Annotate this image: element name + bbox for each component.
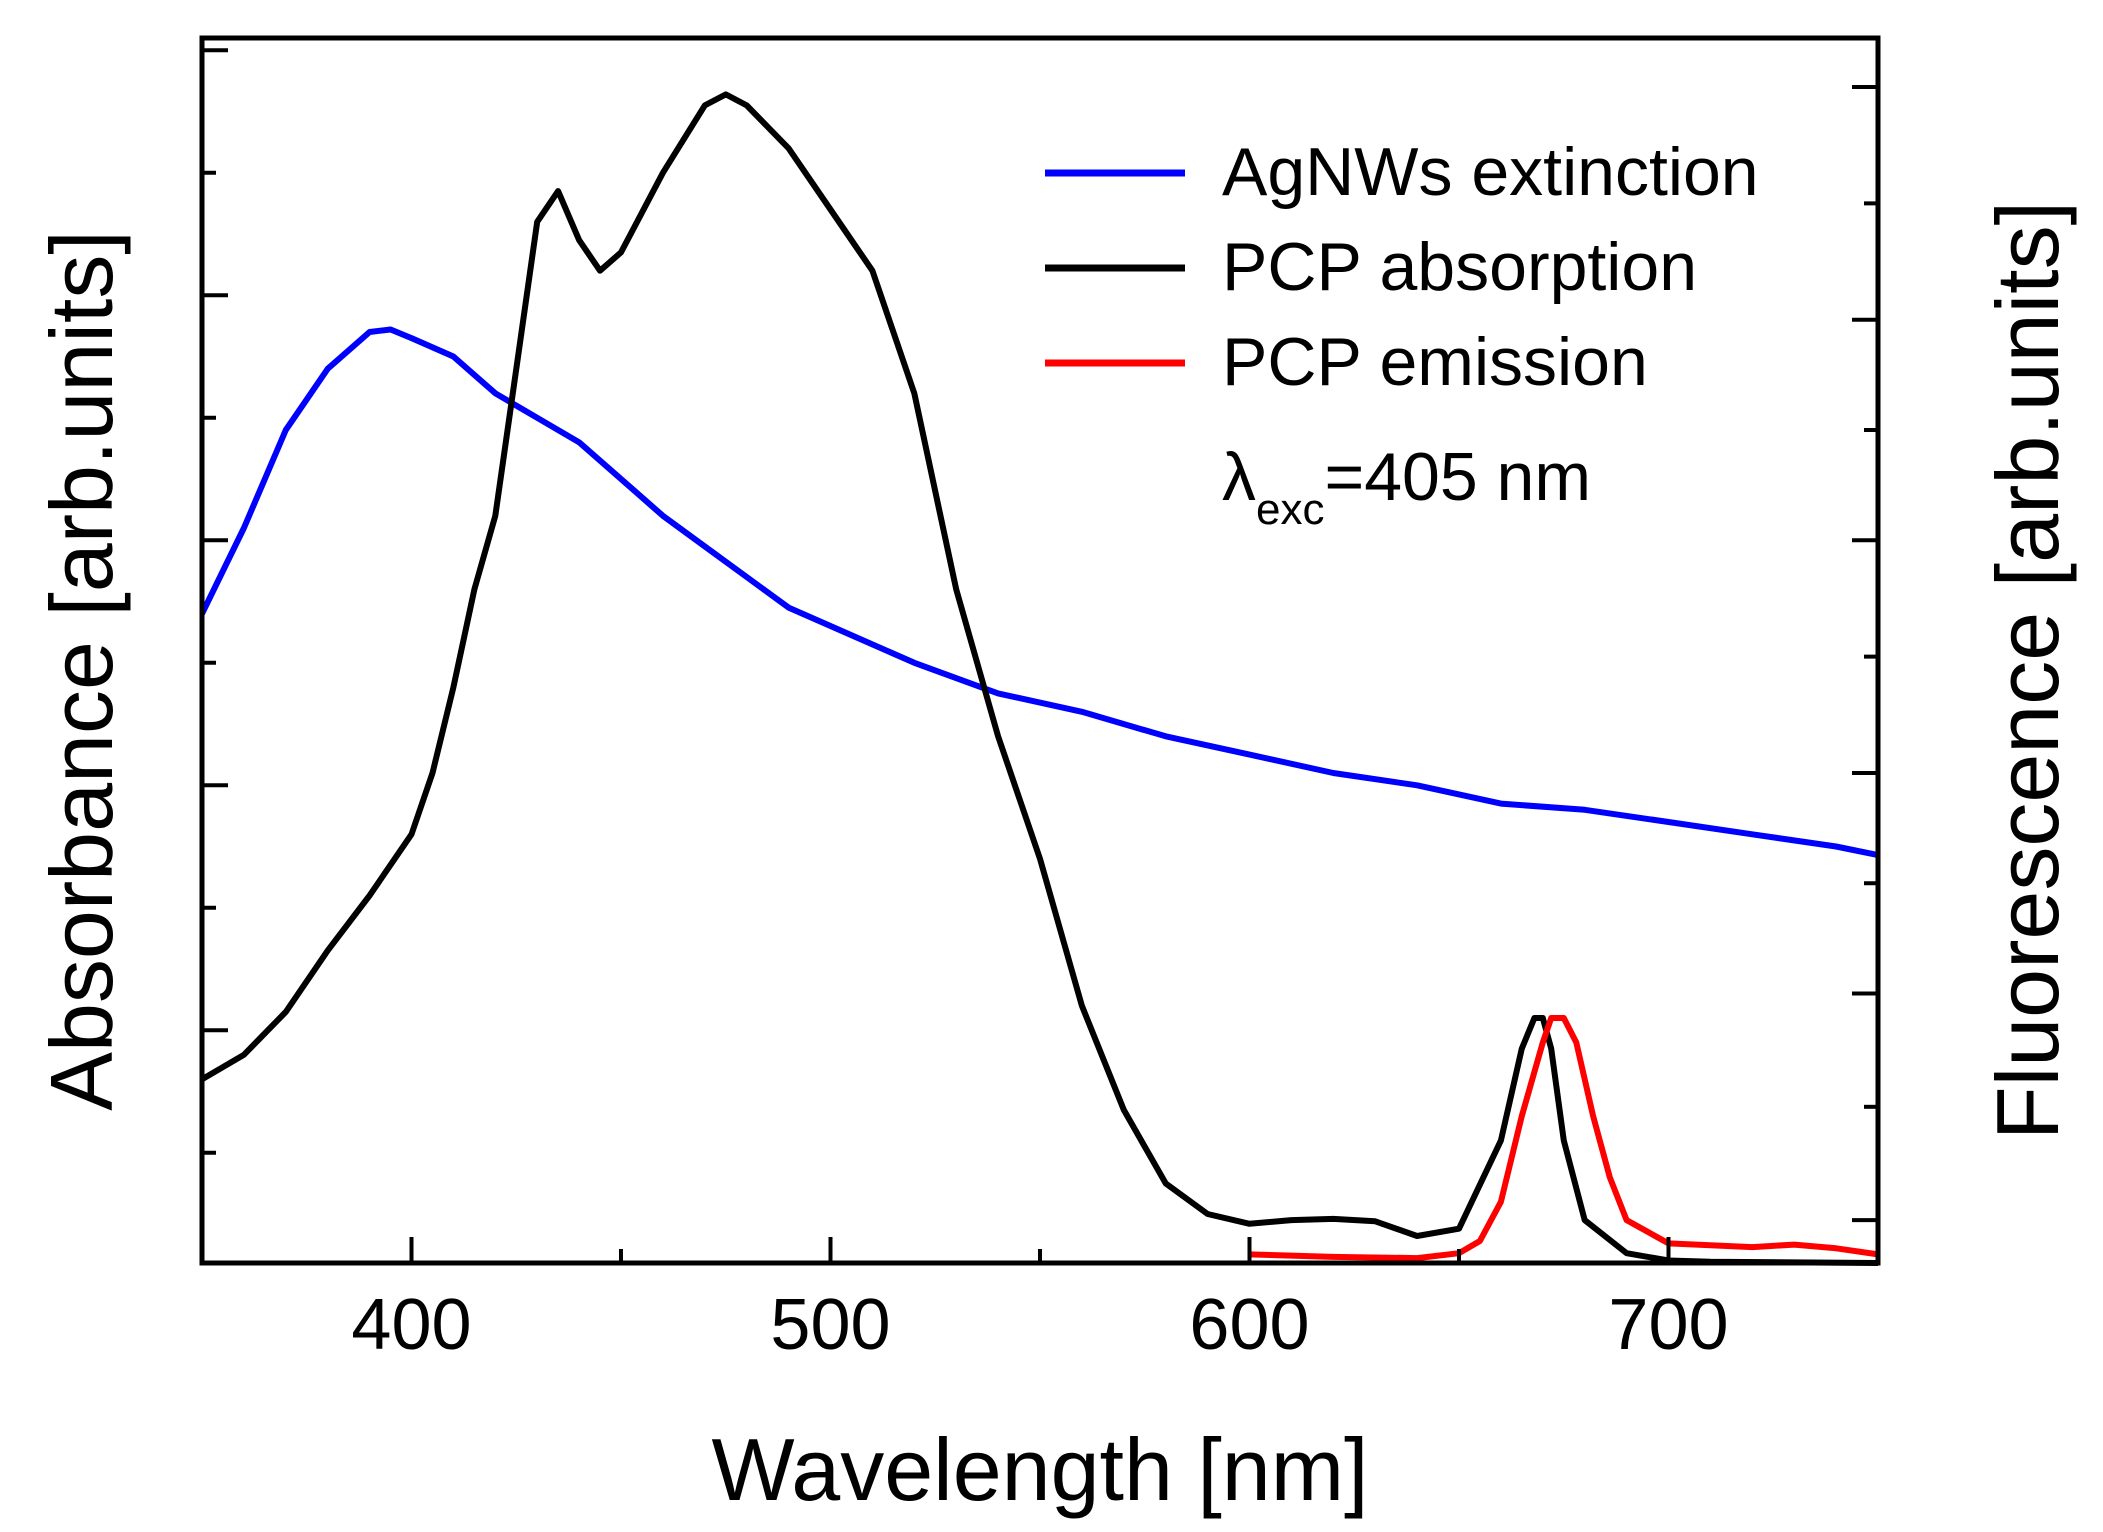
ticks-layer: 400 500 600 700 [200, 48, 1880, 1365]
legend: AgNWs extinction PCP absorption PCP emis… [1045, 134, 1759, 534]
x-tick-label: 400 [351, 1285, 471, 1365]
x-tick-label: 500 [770, 1285, 890, 1365]
annotation-subscript: exc [1256, 485, 1324, 534]
legend-label-pcp-emission: PCP emission [1222, 324, 1648, 400]
annotation-lambda: λ [1222, 439, 1256, 515]
legend-label-pcp-absorption: PCP absorption [1222, 229, 1697, 305]
series-line-pcp-absorption [200, 91, 1879, 1266]
y-axis-title-right: Fluorescence [arb.units] [1978, 201, 2077, 1140]
y-axis-title-left: Absorbance [arb.units] [32, 230, 131, 1111]
series-line-agnws-extinction [199, 326, 1879, 859]
plot-frame [199, 35, 1881, 1266]
x-axis-title: Wavelength [nm] [711, 1420, 1368, 1519]
legend-label-agnws-extinction: AgNWs extinction [1222, 134, 1759, 210]
x-tick-label: 600 [1189, 1285, 1309, 1365]
annotation-value: =405 nm [1324, 439, 1591, 515]
excitation-wavelength-annotation: λexc=405 nm [1222, 439, 1591, 534]
x-tick-label: 700 [1608, 1285, 1728, 1365]
